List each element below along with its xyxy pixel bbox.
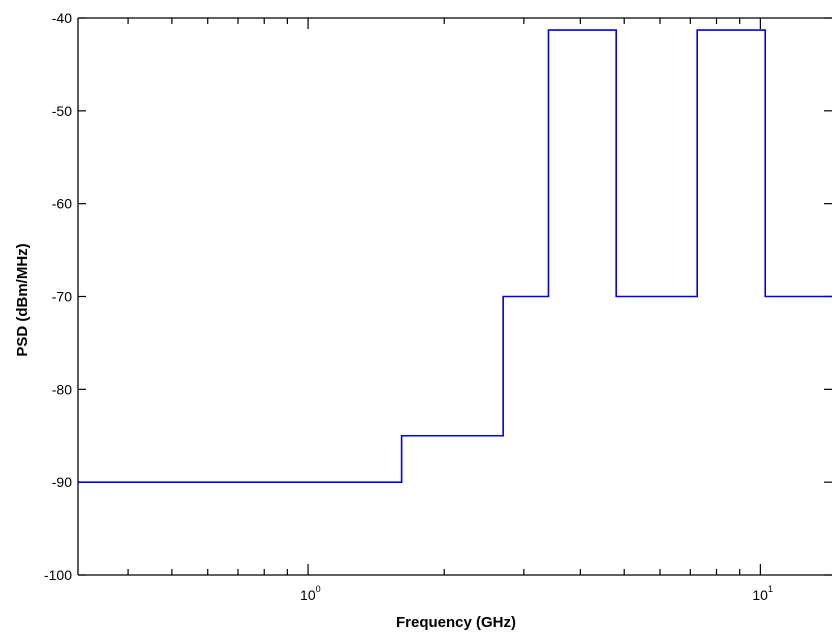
y-tick-labels: -40 -50 -60 -70 -80 -90 -100	[44, 10, 72, 583]
y-tick-label: -60	[52, 196, 72, 212]
x-tick-labels: 100 101	[300, 584, 773, 603]
y-tick-label: -70	[52, 289, 72, 305]
y-axis-title: PSD (dBm/MHz)	[14, 243, 31, 356]
y-tick-label: -50	[52, 103, 72, 119]
series-line-0	[78, 29, 832, 483]
axes-frame	[77, 17, 832, 576]
y-tick-label: -80	[52, 381, 72, 397]
y-tick-label: -40	[52, 10, 72, 26]
x-tick-label: 100	[300, 584, 321, 603]
plot-area-bg	[78, 18, 832, 575]
y-tick-label: -100	[44, 567, 72, 583]
x-tick-label: 101	[752, 584, 773, 603]
y-tick-label: -90	[52, 474, 72, 490]
x-axis-title: Frequency (GHz)	[396, 614, 516, 631]
series-layer	[78, 29, 832, 483]
